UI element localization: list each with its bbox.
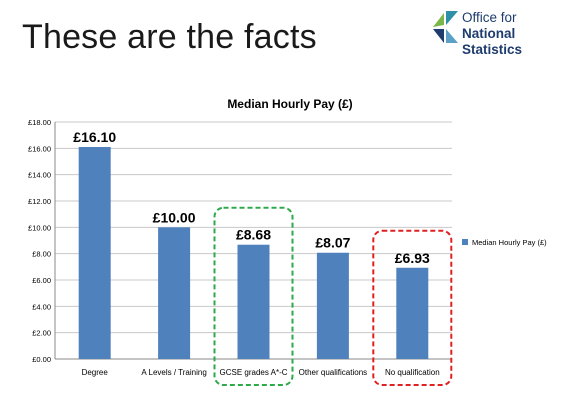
ons-logo-line2: National Statistics bbox=[462, 26, 523, 57]
y-tick-label: £6.00 bbox=[32, 276, 51, 285]
y-tick-label: £12.00 bbox=[28, 197, 51, 206]
chart-title: Median Hourly Pay (£) bbox=[227, 97, 352, 111]
x-tick-label: A Levels / Training bbox=[141, 368, 206, 377]
x-tick-label: No qualification bbox=[385, 368, 440, 377]
y-tick-label: £4.00 bbox=[32, 302, 51, 311]
ons-logo-text: Office for National Statistics bbox=[462, 10, 575, 58]
bar bbox=[396, 267, 429, 359]
data-label: £8.07 bbox=[315, 235, 350, 251]
y-tick-label: £8.00 bbox=[32, 250, 51, 259]
slide-title: These are the facts bbox=[22, 18, 317, 56]
ons-logo-line1: Office for bbox=[462, 10, 517, 25]
x-tick-label: Other qualifications bbox=[299, 368, 367, 377]
x-tick-label: Degree bbox=[82, 368, 109, 377]
ons-logo-icon bbox=[433, 11, 458, 43]
highlight-box bbox=[213, 206, 294, 386]
data-label: £6.93 bbox=[395, 250, 430, 266]
y-tick-label: £18.00 bbox=[28, 118, 51, 127]
bar bbox=[316, 252, 349, 359]
legend-label: Median Hourly Pay (£) bbox=[472, 238, 547, 247]
data-label: £10.00 bbox=[153, 209, 196, 225]
data-label: £16.10 bbox=[73, 129, 116, 145]
bar bbox=[158, 227, 191, 359]
y-tick-label: £0.00 bbox=[32, 355, 51, 364]
y-tick-label: £14.00 bbox=[28, 171, 51, 180]
data-label: £8.68 bbox=[236, 227, 271, 243]
y-tick-label: £2.00 bbox=[32, 329, 51, 338]
y-tick-label: £10.00 bbox=[28, 223, 51, 232]
bar bbox=[237, 244, 270, 359]
legend-swatch bbox=[462, 239, 468, 245]
ons-logo: Office for National Statistics bbox=[430, 9, 575, 57]
y-tick-label: £16.00 bbox=[28, 144, 51, 153]
bar bbox=[78, 147, 111, 359]
x-tick-label: GCSE grades A*-C bbox=[219, 368, 287, 377]
